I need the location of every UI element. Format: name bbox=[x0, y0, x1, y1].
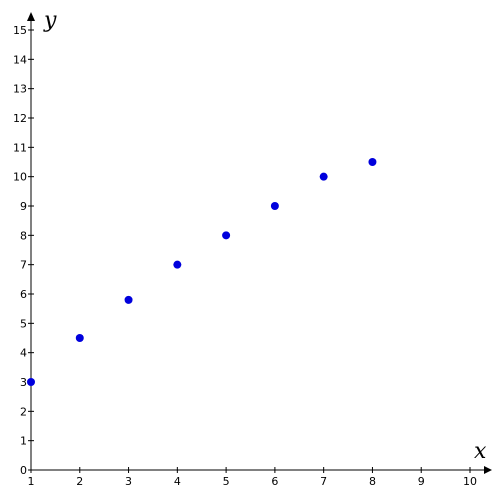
y-tick-label-0: 0 bbox=[20, 464, 27, 477]
y-tick-label-13: 13 bbox=[13, 83, 27, 96]
data-point-0-5 bbox=[270, 202, 279, 210]
y-tick-label-12: 12 bbox=[13, 112, 27, 125]
x-tick-label-6: 6 bbox=[271, 475, 278, 488]
data-point-0-1 bbox=[75, 334, 84, 342]
y-tick-label-3: 3 bbox=[20, 376, 27, 389]
y-tick-label-7: 7 bbox=[20, 259, 27, 272]
y-tick-label-5: 5 bbox=[20, 317, 27, 330]
data-point-0-2 bbox=[124, 295, 133, 304]
y-tick-label-9: 9 bbox=[20, 200, 27, 213]
y-tick-label-1: 1 bbox=[20, 435, 27, 448]
y-axis-arrow bbox=[27, 12, 35, 21]
x-tick-label-5: 5 bbox=[223, 475, 230, 488]
y-tick-label-8: 8 bbox=[20, 229, 27, 242]
y-axis-title: y bbox=[43, 8, 57, 33]
y-tick-label-6: 6 bbox=[20, 288, 27, 301]
axes bbox=[27, 12, 492, 474]
data-point-0-7 bbox=[368, 158, 377, 166]
data-point-0-3 bbox=[173, 260, 182, 269]
data-points bbox=[27, 158, 377, 386]
data-point-0-4 bbox=[222, 231, 231, 240]
x-tick-label-7: 7 bbox=[320, 475, 327, 488]
y-tick-label-2: 2 bbox=[20, 405, 27, 418]
x-tick-label-8: 8 bbox=[369, 475, 376, 488]
y-tick-label-11: 11 bbox=[13, 141, 27, 154]
y-tick-label-14: 14 bbox=[13, 53, 27, 66]
tick-marks bbox=[28, 29, 471, 473]
x-axis-arrow bbox=[484, 466, 492, 474]
x-tick-label-9: 9 bbox=[418, 475, 425, 488]
y-tick-label-10: 10 bbox=[13, 171, 27, 184]
data-point-0-6 bbox=[319, 172, 328, 181]
x-tick-label-1: 1 bbox=[28, 475, 35, 488]
x-axis-title: x bbox=[474, 439, 487, 464]
y-tick-label-15: 15 bbox=[13, 24, 27, 37]
data-point-0-0 bbox=[27, 378, 35, 386]
x-tick-label-10: 10 bbox=[463, 475, 477, 488]
y-tick-label-4: 4 bbox=[20, 347, 27, 360]
x-tick-label-3: 3 bbox=[125, 475, 132, 488]
x-tick-label-2: 2 bbox=[76, 475, 83, 488]
x-tick-label-4: 4 bbox=[174, 475, 181, 488]
